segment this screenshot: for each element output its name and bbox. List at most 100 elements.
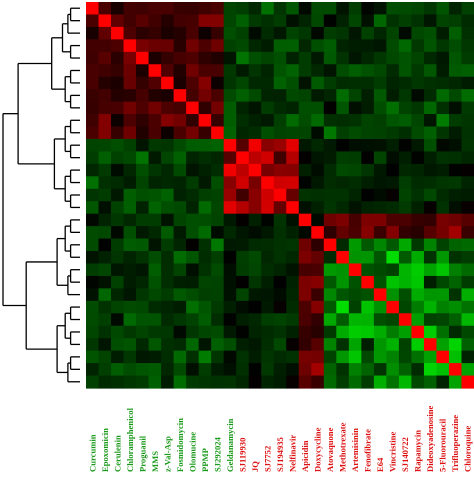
heatmap-cell: [448, 51, 463, 65]
heatmap-cell: [361, 76, 375, 90]
heatmap-cell: [198, 288, 212, 302]
heatmap-cell: [423, 26, 438, 40]
heatmap-cell: [323, 375, 337, 389]
heatmap-cell: [411, 375, 425, 389]
heatmap-cell: [411, 363, 425, 377]
heatmap-cell: [186, 26, 200, 40]
heatmap-cell: [86, 101, 100, 115]
heatmap-cell: [448, 226, 463, 240]
heatmap-cell: [123, 188, 137, 202]
heatmap-cell: [211, 101, 225, 115]
heatmap-cell: [173, 151, 187, 165]
heatmap-cell: [186, 51, 200, 65]
heatmap-cell: [86, 51, 100, 65]
heatmap-cell: [211, 188, 225, 202]
heatmap-cell: [436, 263, 450, 277]
heatmap-cell: [136, 188, 150, 202]
heatmap-cell: [336, 176, 350, 190]
heatmap-cell: [123, 163, 137, 177]
heatmap-cell: [198, 151, 212, 165]
heatmap-cell: [161, 51, 175, 65]
heatmap-cell: [223, 363, 237, 377]
heatmap-cell: [86, 76, 100, 90]
heatmap-cell: [261, 89, 275, 103]
heatmap-cell: [123, 151, 137, 165]
heatmap-cell: [211, 2, 225, 16]
heatmap-cell: [98, 138, 112, 153]
heatmap-cell: [361, 2, 375, 16]
heatmap-cell: [161, 201, 175, 215]
heatmap-cell: [111, 325, 125, 339]
heatmap-cell: [248, 89, 262, 103]
heatmap-cell: [136, 2, 150, 16]
heatmap-cell: [98, 338, 112, 352]
heatmap-cell: [311, 263, 325, 277]
heatmap-cell: [236, 338, 250, 352]
heatmap-cell: [286, 51, 300, 65]
heatmap-cell: [286, 89, 300, 103]
heatmap-cell: [173, 114, 187, 128]
heatmap-cell: [448, 288, 463, 302]
heatmap-cell: [411, 263, 425, 277]
heatmap-cell: [223, 263, 237, 277]
heatmap-cell: [361, 375, 375, 389]
heatmap-cell: [248, 14, 262, 28]
heatmap-cell: [273, 288, 287, 302]
heatmap-cell: [98, 114, 112, 128]
heatmap-cell: [273, 163, 287, 177]
heatmap-cell: [86, 2, 100, 16]
heatmap-cell: [261, 2, 275, 16]
heatmap-cell: [423, 238, 438, 252]
heatmap-cell: [448, 325, 463, 339]
heatmap-cell: [98, 64, 112, 78]
heatmap-cell: [261, 350, 275, 364]
heatmap-cell: [211, 51, 225, 65]
heatmap-cell: [361, 350, 375, 364]
heatmap-cell: [386, 300, 400, 314]
heatmap-cell: [248, 151, 262, 165]
heatmap-cell: [298, 26, 312, 40]
heatmap-cell: [236, 101, 250, 115]
heatmap-cell: [223, 288, 237, 302]
heatmap-cell: [273, 101, 287, 115]
column-label: Epoxomicin: [100, 428, 110, 472]
heatmap-cell: [161, 126, 175, 140]
heatmap-cell: [286, 288, 300, 302]
heatmap-cell: [173, 76, 187, 90]
heatmap-cell: [86, 64, 100, 78]
heatmap-cell: [361, 64, 375, 78]
heatmap-cell: [398, 188, 413, 202]
heatmap-cell: [136, 114, 150, 128]
heatmap-cell: [411, 251, 425, 265]
heatmap-cell: [123, 213, 137, 227]
heatmap-cell: [448, 213, 463, 227]
heatmap-cell: [261, 64, 275, 78]
heatmap-cell: [186, 350, 200, 364]
heatmap-cell: [461, 313, 474, 327]
heatmap-cell: [236, 176, 250, 190]
heatmap-cell: [323, 89, 337, 103]
heatmap-cell: [223, 251, 237, 265]
heatmap-cell: [148, 76, 162, 90]
heatmap-cell: [161, 14, 175, 28]
heatmap-cell: [386, 238, 400, 252]
heatmap-cell: [398, 51, 413, 65]
heatmap-cell: [111, 89, 125, 103]
heatmap-cell: [361, 338, 375, 352]
heatmap-cell: [186, 114, 200, 128]
heatmap-cell: [161, 226, 175, 240]
heatmap-cell: [348, 213, 362, 227]
heatmap-cell: [98, 163, 112, 177]
heatmap-cell: [286, 213, 300, 227]
heatmap-cell: [136, 226, 150, 240]
heatmap-cell: [198, 64, 212, 78]
heatmap-cell: [361, 263, 375, 277]
heatmap-cell: [161, 39, 175, 53]
heatmap-cell: [173, 176, 187, 190]
heatmap-cell: [423, 64, 438, 78]
heatmap-cell: [361, 26, 375, 40]
heatmap-cell: [311, 213, 325, 227]
heatmap-cell: [86, 163, 100, 177]
heatmap-cell: [461, 51, 474, 65]
